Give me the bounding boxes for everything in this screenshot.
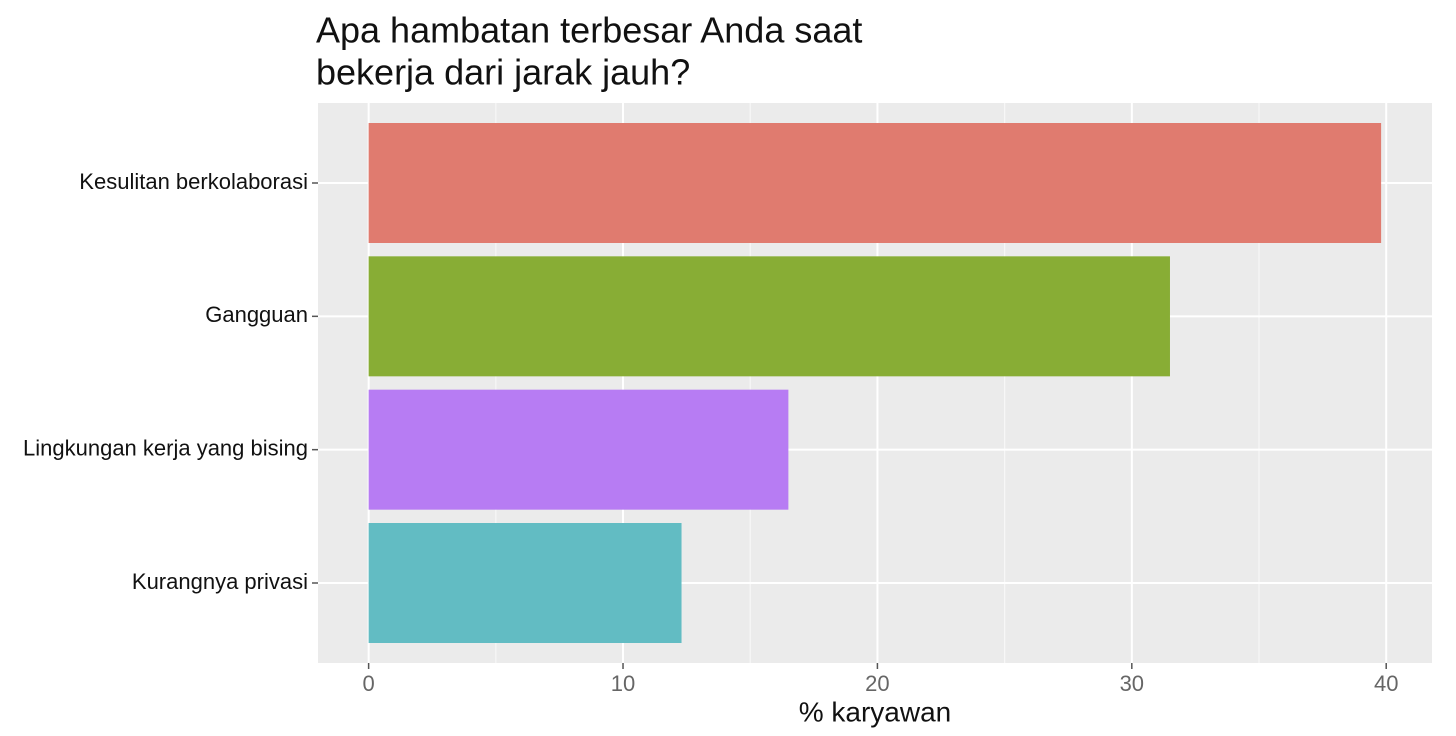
x-tick-label: 40 [1374,671,1398,696]
bar [368,389,789,510]
chart-title: bekerja dari jarak jauh? [316,52,690,93]
x-tick-label: 30 [1120,671,1144,696]
x-tick-label: 20 [865,671,889,696]
x-axis-title: % karyawan [799,696,952,727]
bar [368,123,1382,243]
y-tick-label: Kurangnya privasi [132,569,308,594]
bar [368,523,682,643]
bar [368,256,1170,377]
chart-title: Apa hambatan terbesar Anda saat [316,10,862,51]
x-tick-label: 10 [611,671,635,696]
x-tick-label: 0 [362,671,374,696]
y-tick-label: Gangguan [205,302,308,327]
y-tick-label: Kesulitan berkolaborasi [79,169,308,194]
y-tick-label: Lingkungan kerja yang bising [23,435,308,460]
